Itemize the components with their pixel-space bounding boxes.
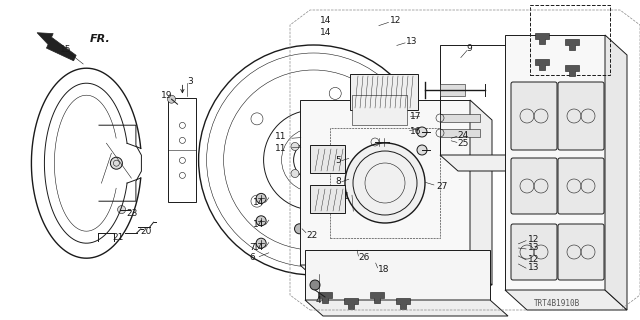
Text: 23: 23 bbox=[127, 209, 138, 218]
FancyBboxPatch shape bbox=[511, 158, 557, 214]
Bar bbox=[310, 185, 345, 213]
Polygon shape bbox=[440, 155, 578, 171]
Text: 14: 14 bbox=[253, 220, 264, 229]
Bar bbox=[440, 84, 465, 96]
Text: 20: 20 bbox=[141, 227, 152, 236]
Text: FR.: FR. bbox=[90, 34, 111, 44]
Circle shape bbox=[168, 95, 175, 103]
Text: 11: 11 bbox=[275, 132, 287, 140]
Text: 7: 7 bbox=[250, 244, 255, 252]
Bar bbox=[305, 250, 490, 300]
Circle shape bbox=[118, 206, 125, 214]
Text: 12: 12 bbox=[528, 236, 540, 244]
Circle shape bbox=[417, 127, 427, 137]
Polygon shape bbox=[505, 290, 627, 310]
Text: 14: 14 bbox=[253, 243, 264, 252]
Circle shape bbox=[317, 178, 324, 186]
Circle shape bbox=[111, 157, 122, 169]
Bar bbox=[352, 95, 407, 125]
Text: 22: 22 bbox=[306, 231, 317, 240]
Polygon shape bbox=[470, 100, 492, 285]
Text: 15: 15 bbox=[60, 45, 71, 54]
Text: TRT4B1910B: TRT4B1910B bbox=[534, 299, 580, 308]
Text: 5: 5 bbox=[335, 156, 341, 165]
Bar bbox=[505, 35, 605, 290]
Text: 13: 13 bbox=[528, 263, 540, 272]
Text: 17: 17 bbox=[410, 112, 421, 121]
Polygon shape bbox=[370, 292, 384, 303]
Polygon shape bbox=[535, 59, 549, 70]
Bar bbox=[530, 5, 610, 75]
Polygon shape bbox=[605, 35, 627, 310]
Text: 14: 14 bbox=[320, 16, 332, 25]
Circle shape bbox=[294, 224, 305, 234]
Bar bbox=[168, 99, 196, 202]
Polygon shape bbox=[318, 292, 332, 303]
Bar bbox=[440, 45, 560, 155]
Text: 3: 3 bbox=[187, 77, 193, 86]
Text: 19: 19 bbox=[161, 91, 173, 100]
Bar bbox=[310, 145, 345, 173]
Text: 12: 12 bbox=[528, 255, 540, 264]
Polygon shape bbox=[396, 298, 410, 309]
Polygon shape bbox=[305, 300, 508, 316]
Text: 13: 13 bbox=[528, 244, 540, 252]
Polygon shape bbox=[565, 39, 579, 50]
FancyBboxPatch shape bbox=[558, 158, 604, 214]
Circle shape bbox=[310, 280, 320, 290]
Circle shape bbox=[333, 156, 340, 164]
Circle shape bbox=[317, 134, 324, 142]
Text: 11: 11 bbox=[275, 144, 287, 153]
Bar bbox=[300, 100, 470, 265]
Text: 14: 14 bbox=[320, 28, 332, 36]
Text: 25: 25 bbox=[458, 139, 469, 148]
Text: 21: 21 bbox=[112, 233, 124, 242]
Text: 13: 13 bbox=[406, 37, 418, 46]
Circle shape bbox=[256, 238, 266, 248]
Text: 4: 4 bbox=[316, 296, 321, 305]
FancyBboxPatch shape bbox=[558, 82, 604, 150]
FancyBboxPatch shape bbox=[511, 82, 557, 150]
Polygon shape bbox=[565, 65, 579, 76]
Circle shape bbox=[256, 216, 266, 226]
Text: 8: 8 bbox=[335, 177, 341, 186]
Text: 18: 18 bbox=[378, 265, 389, 274]
Text: 6: 6 bbox=[250, 253, 255, 262]
Text: 12: 12 bbox=[390, 16, 402, 25]
Circle shape bbox=[291, 170, 299, 178]
Polygon shape bbox=[300, 265, 492, 285]
FancyBboxPatch shape bbox=[511, 224, 557, 280]
Text: 9: 9 bbox=[466, 44, 472, 52]
Bar bbox=[350, 74, 418, 110]
Bar bbox=[440, 129, 480, 137]
Circle shape bbox=[256, 193, 266, 204]
FancyBboxPatch shape bbox=[558, 224, 604, 280]
Text: 24: 24 bbox=[458, 131, 469, 140]
Text: 14: 14 bbox=[253, 198, 264, 207]
Text: 1: 1 bbox=[344, 192, 350, 201]
Circle shape bbox=[291, 142, 299, 150]
Circle shape bbox=[345, 143, 425, 223]
Polygon shape bbox=[535, 33, 549, 44]
Circle shape bbox=[417, 145, 427, 155]
Polygon shape bbox=[37, 33, 76, 61]
Text: 16: 16 bbox=[410, 127, 421, 136]
Text: 26: 26 bbox=[358, 253, 370, 262]
Polygon shape bbox=[344, 298, 358, 309]
Bar bbox=[330, 128, 440, 238]
Text: 27: 27 bbox=[436, 182, 448, 191]
Bar bbox=[440, 114, 480, 122]
